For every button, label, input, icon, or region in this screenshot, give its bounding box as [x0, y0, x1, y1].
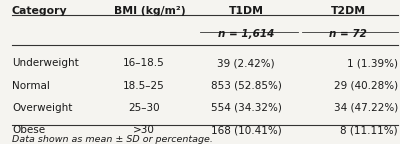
Text: Obese: Obese [12, 125, 45, 135]
Text: Underweight: Underweight [12, 58, 79, 68]
Text: 853 (52.85%): 853 (52.85%) [210, 81, 282, 91]
Text: 18.5–25: 18.5–25 [123, 81, 165, 91]
Text: Data shown as mean ± SD or percentage.: Data shown as mean ± SD or percentage. [12, 135, 213, 144]
Text: Category: Category [12, 6, 68, 16]
Text: T1DM: T1DM [228, 6, 264, 16]
Text: 34 (47.22%): 34 (47.22%) [334, 103, 398, 113]
Text: BMI (kg/m²): BMI (kg/m²) [114, 6, 186, 16]
Text: 25–30: 25–30 [128, 103, 160, 113]
Text: 39 (2.42%): 39 (2.42%) [217, 58, 275, 68]
Text: 1 (1.39%): 1 (1.39%) [347, 58, 398, 68]
Text: 16–18.5: 16–18.5 [123, 58, 165, 68]
Text: 554 (34.32%): 554 (34.32%) [210, 103, 282, 113]
Text: 8 (11.11%): 8 (11.11%) [340, 125, 398, 135]
Text: n = 72: n = 72 [329, 29, 367, 39]
Text: 29 (40.28%): 29 (40.28%) [334, 81, 398, 91]
Text: T2DM: T2DM [330, 6, 366, 16]
Text: 168 (10.41%): 168 (10.41%) [211, 125, 281, 135]
Text: Overweight: Overweight [12, 103, 72, 113]
Text: n = 1,614: n = 1,614 [218, 29, 274, 39]
Text: Normal: Normal [12, 81, 50, 91]
Text: >30: >30 [133, 125, 155, 135]
